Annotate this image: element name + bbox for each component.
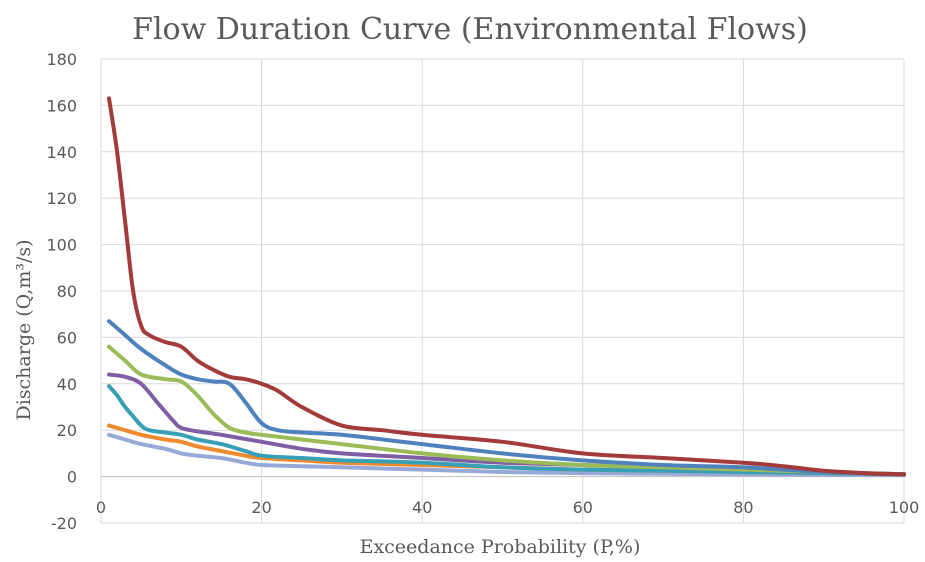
x-tick-label: 80 [733,498,753,517]
y-tick-label: 180 [46,50,77,69]
y-tick-label: 100 [46,236,77,255]
y-tick-label: 40 [57,375,77,394]
x-tick-label: 0 [96,498,106,517]
tick-layer: -20 0 20 40 60 80 100 120 140 160 180 0 20 40 60 80 100 [46,50,919,533]
series-layer [107,96,906,478]
x-tick-label: 20 [251,498,271,517]
x-tick-label: 40 [412,498,432,517]
y-tick-label: 160 [46,96,77,115]
chart-title: Flow Duration Curve (Environmental Flows… [132,12,808,47]
y-axis-title: Discharge (Q,m³/s) [13,239,35,420]
series-line-2 [107,319,906,477]
series-line-5 [107,384,906,477]
series-line-3 [107,344,906,477]
y-tick-label: 20 [57,421,77,440]
x-axis-title: Exceedance Probability (P,%) [360,536,641,558]
x-tick-label: 60 [573,498,593,517]
y-tick-label: 120 [46,189,77,208]
series-line-1 [107,96,906,477]
y-tick-label: 140 [46,143,77,162]
x-tick-label: 100 [889,498,920,517]
y-tick-label: -20 [51,514,77,533]
y-tick-label: 80 [57,282,77,301]
series-line-7 [107,432,906,478]
y-tick-label: 0 [67,468,77,487]
y-tick-label: 60 [57,328,77,347]
